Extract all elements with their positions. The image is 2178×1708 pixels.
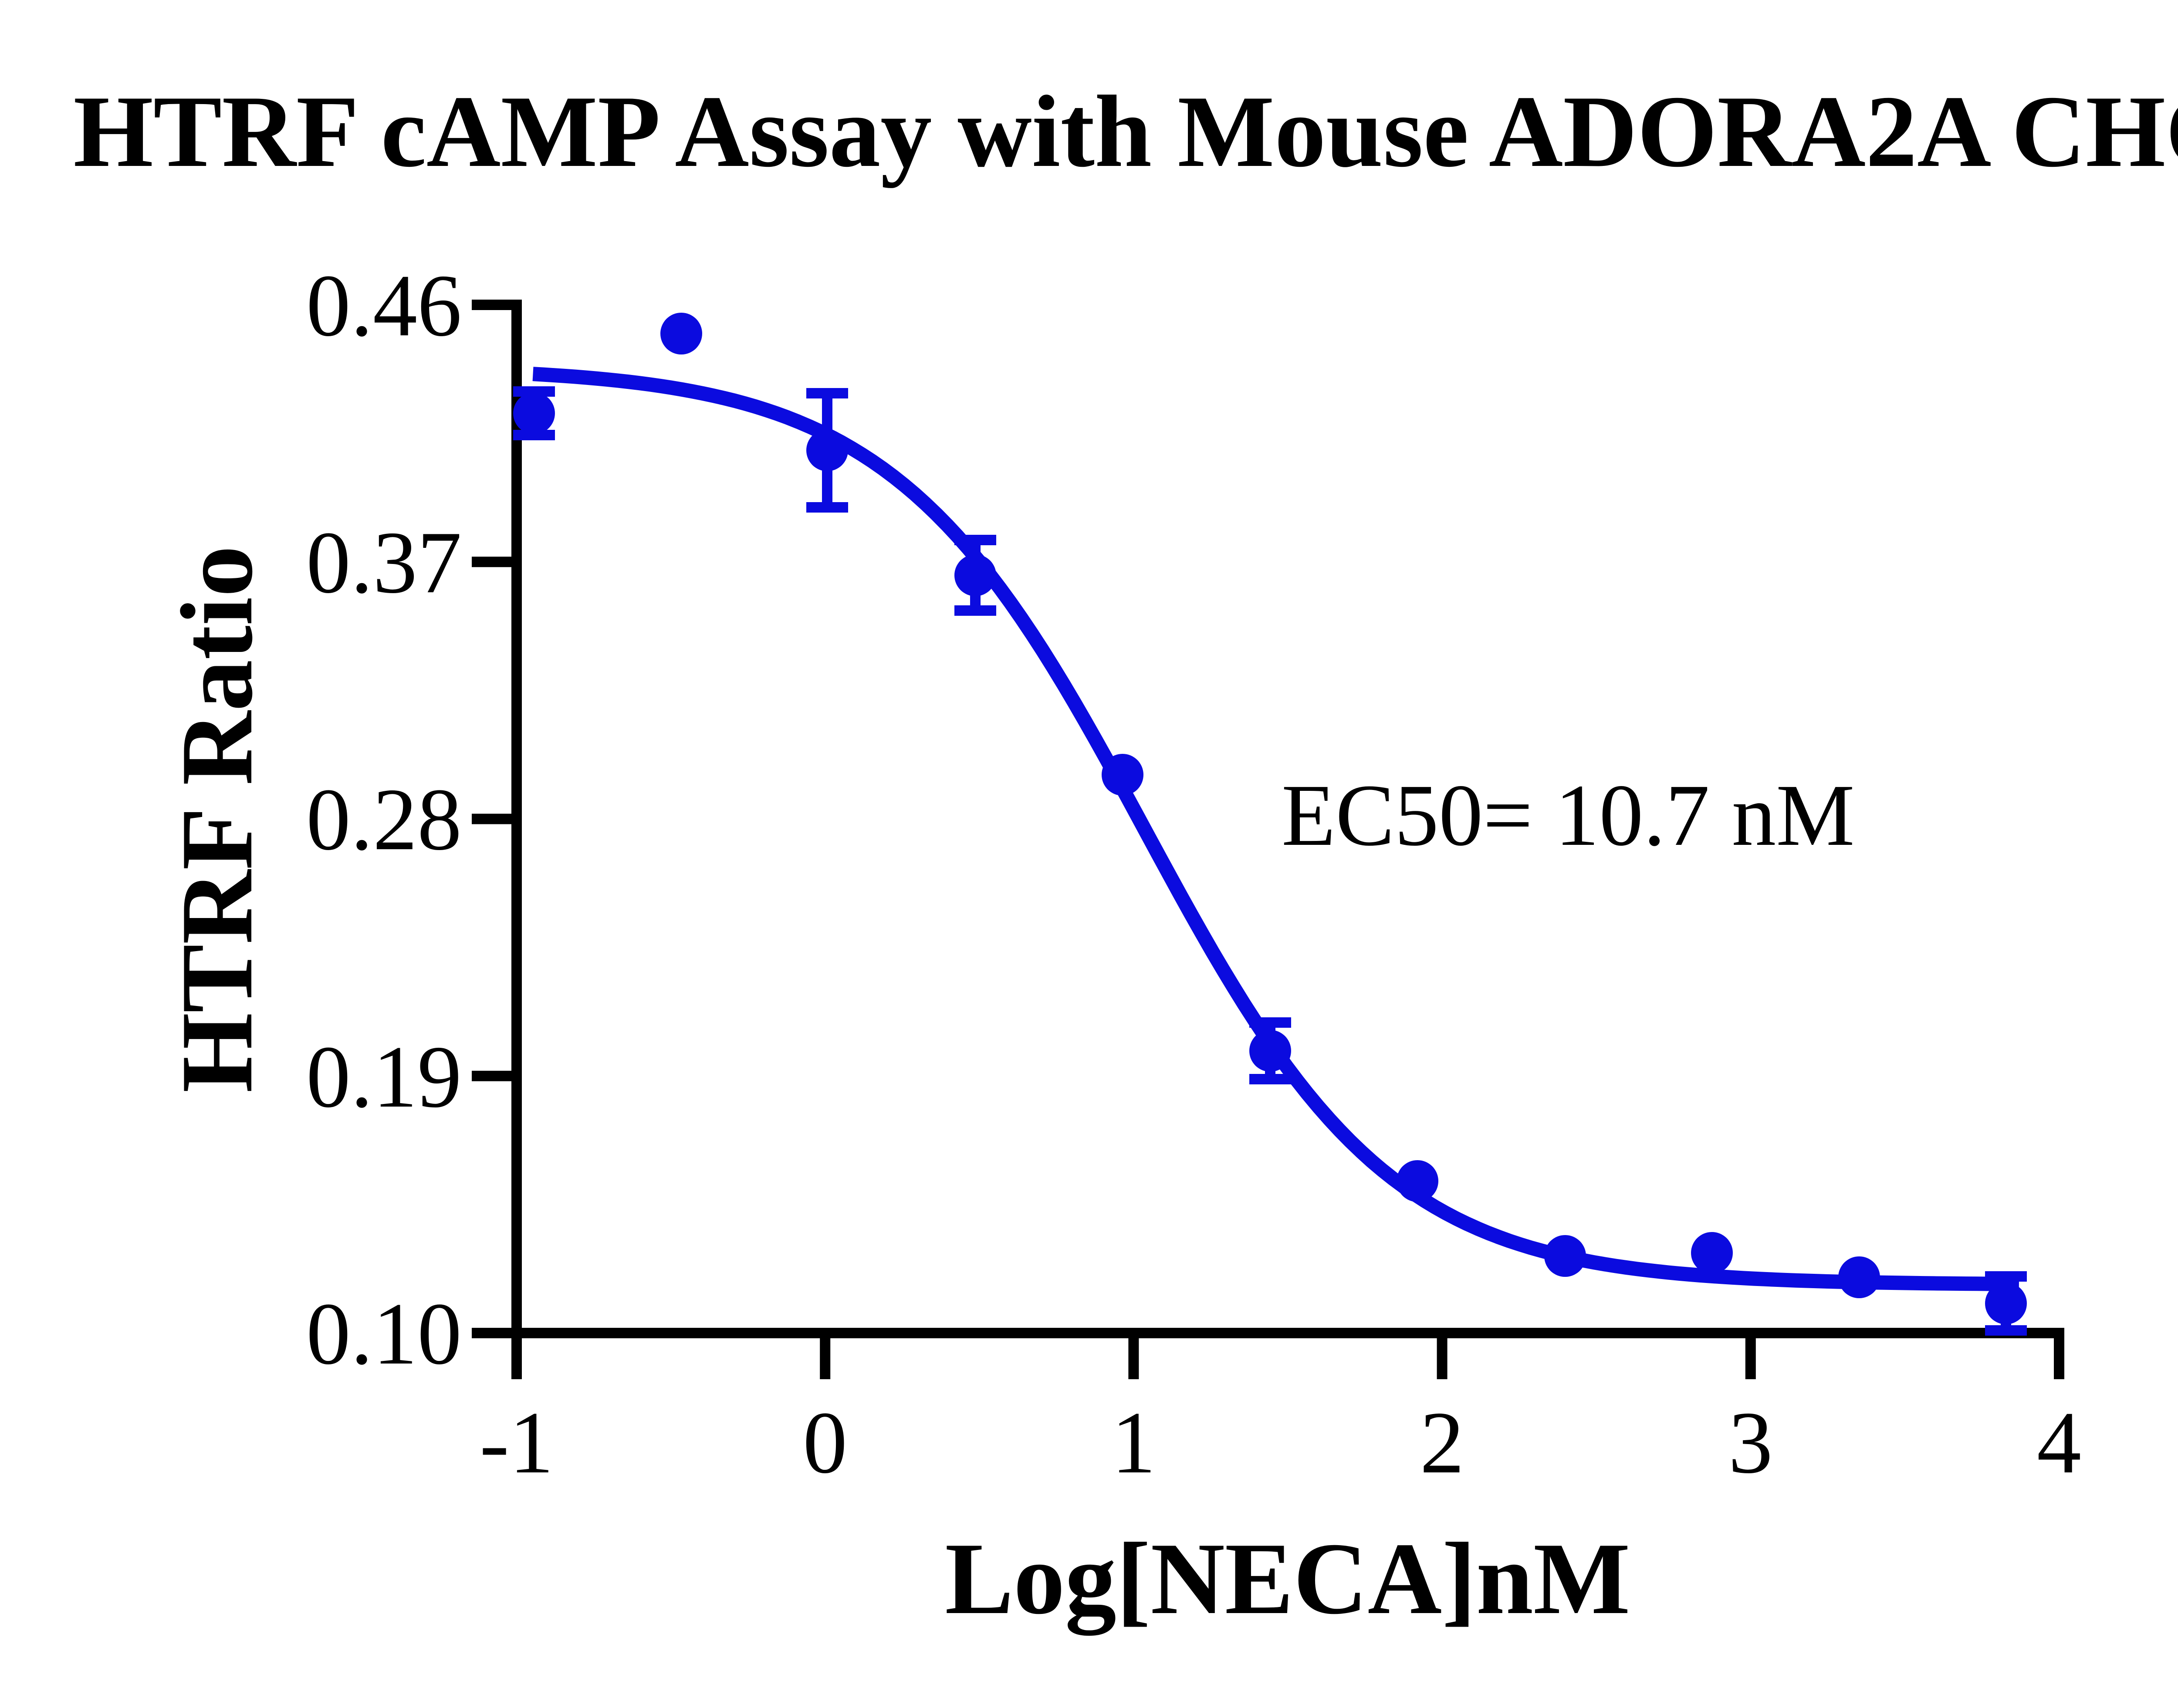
svg-text:1: 1 <box>1111 1394 1156 1492</box>
svg-text:-1: -1 <box>480 1394 554 1492</box>
svg-text:HTRF Ratio: HTRF Ratio <box>160 546 274 1093</box>
svg-text:0: 0 <box>803 1394 847 1492</box>
svg-text:3: 3 <box>1728 1394 1773 1492</box>
svg-text:HTRF cAMP Assay with Mouse ADO: HTRF cAMP Assay with Mouse ADORA2A CHO(C… <box>73 63 2178 189</box>
svg-text:0.10: 0.10 <box>306 1285 462 1383</box>
svg-text:0.37: 0.37 <box>306 513 462 612</box>
svg-text:0.19: 0.19 <box>306 1028 462 1126</box>
svg-text:4: 4 <box>2037 1394 2081 1492</box>
svg-text:0.28: 0.28 <box>306 770 462 869</box>
svg-text:EC50= 10.7 nM: EC50= 10.7 nM <box>1282 766 1855 864</box>
svg-text:Log[NECA]nM: Log[NECA]nM <box>945 1522 1630 1636</box>
svg-text:0.46: 0.46 <box>306 257 462 355</box>
svg-text:2: 2 <box>1420 1394 1464 1492</box>
